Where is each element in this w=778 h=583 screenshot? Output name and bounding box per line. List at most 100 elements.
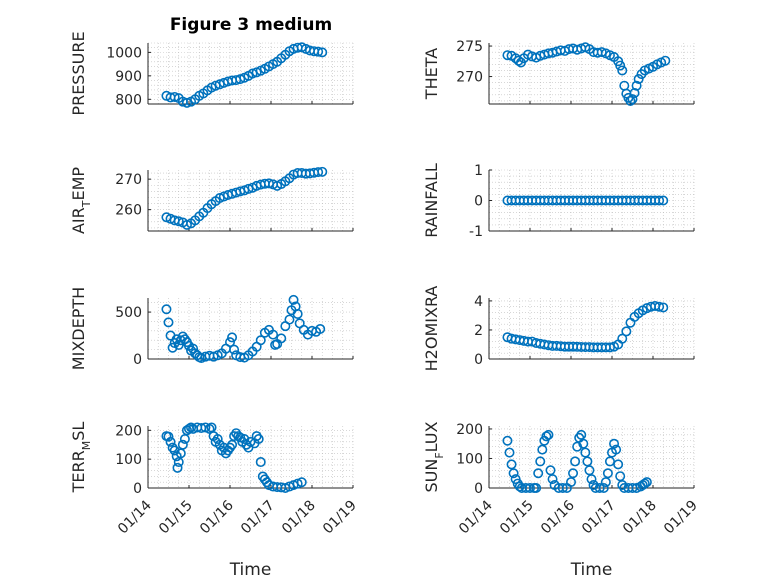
y-tick-label: 200 — [456, 422, 483, 438]
panel-h2omixratio: 0 2 4 H2OMIXRA — [422, 286, 695, 371]
data-point — [524, 482, 535, 493]
x-tick-label: 01/16 — [197, 497, 237, 537]
data-point — [596, 47, 607, 58]
data-point — [502, 435, 513, 446]
x-tick-label: 01/17 — [238, 498, 278, 538]
data-point — [169, 91, 180, 102]
data-point — [172, 462, 183, 473]
data-point — [615, 471, 626, 482]
y-label-rest: SL — [69, 422, 88, 441]
y-tick-label: 0 — [474, 352, 483, 368]
y-tick-label: 200 — [115, 423, 142, 439]
data-point — [255, 457, 266, 468]
data-point — [625, 95, 636, 106]
data-point — [617, 65, 628, 76]
x-tick-label: 01/14 — [115, 497, 155, 537]
y-tick-label: 1 — [474, 163, 483, 179]
x-tick-label: 01/14 — [456, 497, 496, 537]
data-point — [533, 468, 544, 479]
data-point — [288, 294, 299, 305]
data-point — [239, 433, 250, 444]
data-point — [582, 456, 593, 467]
x-tick-label: 01/15 — [156, 498, 196, 538]
x-tick-label: 01/18 — [620, 498, 660, 538]
y-tick-label: 900 — [115, 69, 142, 85]
data-point — [296, 477, 307, 488]
data-point — [584, 465, 595, 476]
y-tick-label: 260 — [115, 203, 142, 219]
data-point — [654, 301, 665, 312]
y-tick-label: 0 — [474, 194, 483, 210]
data-point — [627, 94, 638, 105]
y-label-main: TERR — [69, 450, 88, 493]
data-point — [641, 477, 652, 488]
y-axis-label: MIXDEPTH — [69, 287, 88, 370]
data-point — [268, 329, 279, 340]
data-point — [508, 468, 519, 479]
data-point — [513, 55, 524, 66]
data-point — [227, 332, 238, 343]
x-tick-label: 01/15 — [497, 498, 537, 538]
y-tick-label: 275 — [456, 39, 483, 55]
data-point — [541, 431, 552, 442]
data-point — [600, 477, 611, 488]
data-point — [609, 438, 620, 449]
data-point — [543, 429, 554, 440]
data-point — [514, 481, 525, 492]
y-label-main: THETA — [422, 48, 441, 100]
y-tick-label: 100 — [456, 451, 483, 467]
data-point — [586, 474, 597, 485]
y-label-main: SUN — [422, 459, 441, 493]
data-point — [531, 482, 542, 493]
data-point — [173, 216, 184, 227]
data-point — [611, 444, 622, 455]
x-axis-label: Time — [229, 560, 272, 580]
y-axis-label: PRESSURE — [69, 31, 88, 115]
data-point — [565, 477, 576, 488]
data-point — [658, 195, 669, 206]
data-point — [317, 47, 328, 58]
x-tick-label: 01/19 — [320, 498, 360, 538]
data-point — [243, 183, 254, 194]
data-point — [537, 444, 548, 455]
data-point — [504, 447, 515, 458]
x-tick-label: 01/16 — [538, 497, 578, 537]
panel-mixdepth: 0 500 MIXDEPTH — [69, 287, 354, 370]
data-point — [165, 436, 176, 447]
data-point — [594, 482, 605, 493]
y-axis-label: SUNFLUX — [422, 421, 446, 492]
data-point — [253, 433, 264, 444]
data-point — [204, 423, 215, 434]
data-point — [631, 80, 642, 91]
data-point — [545, 465, 556, 476]
y-tick-label: 0 — [133, 481, 142, 497]
data-point — [615, 60, 626, 71]
y-label-subscript: F — [433, 452, 446, 458]
y-label-subscript: T — [80, 200, 93, 208]
y-label-main: AIR — [69, 207, 88, 234]
y-tick-label: 0 — [133, 352, 142, 368]
y-axis-label: RAINFALL — [422, 163, 441, 238]
data-point — [163, 431, 174, 442]
data-point — [212, 433, 223, 444]
data-point — [169, 445, 180, 456]
data-point — [621, 326, 632, 337]
y-tick-label: 500 — [115, 305, 142, 321]
y-label-main: RAINFALL — [422, 163, 441, 238]
data-point — [654, 195, 665, 206]
data-point — [161, 304, 172, 315]
data-point — [255, 335, 266, 346]
x-axis-label: Time — [570, 560, 613, 580]
y-label-main: MIXDEPTH — [69, 287, 88, 370]
data-point — [658, 302, 669, 313]
data-point — [506, 459, 517, 470]
panel-rainfall: -1 0 1 RAINFALL — [422, 163, 695, 240]
data-point — [502, 50, 513, 61]
y-label-rest: LUX — [422, 421, 441, 452]
data-point — [570, 456, 581, 467]
y-tick-label: 2 — [474, 323, 483, 339]
data-point — [276, 333, 287, 344]
data-point — [313, 46, 324, 57]
data-point — [177, 439, 188, 450]
